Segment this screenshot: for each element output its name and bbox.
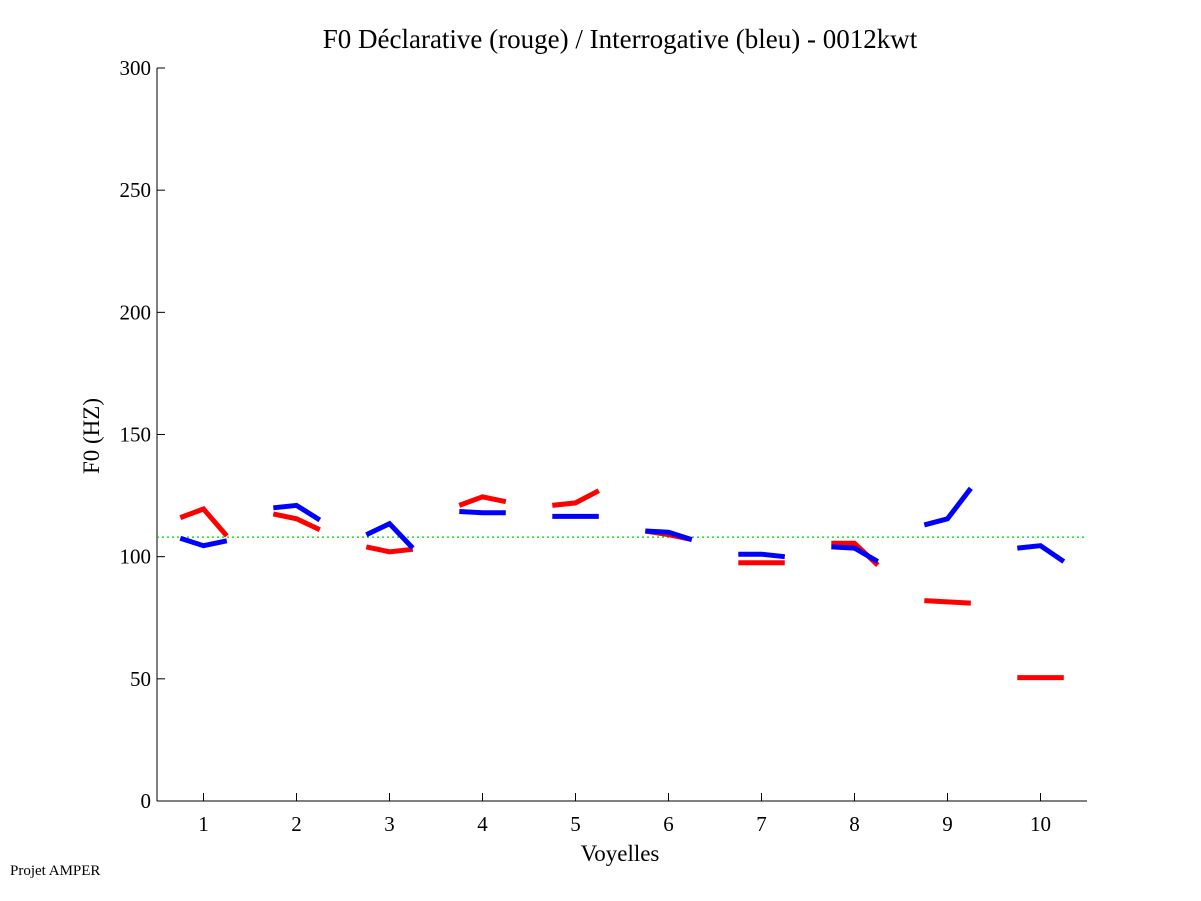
- y-tick-label: 150: [120, 423, 152, 447]
- interrogative-segment-vowel-1: [179, 535, 228, 549]
- plot-area: 0 50 100 150 200 250 300 1 2 3 4 5 6 7 8 9 10: [120, 56, 1087, 836]
- chart-title: F0 Déclarative (rouge) / Interrogative (…: [323, 24, 918, 54]
- x-tick-label: 1: [198, 812, 209, 836]
- interrogative-segment-vowel-9: [923, 486, 973, 528]
- y-axis-label: F0 (HZ): [79, 398, 104, 474]
- declarative-segment-vowel-3: [365, 544, 414, 555]
- y-tick-label: 250: [120, 178, 152, 202]
- x-tick-label: 3: [384, 812, 395, 836]
- declarative-segment-vowel-4: [458, 494, 507, 508]
- x-tick-label: 8: [849, 812, 860, 836]
- x-tick-label: 10: [1030, 812, 1051, 836]
- interrogative-segment-vowel-7: [738, 551, 786, 560]
- x-tick-label: 4: [477, 812, 488, 836]
- interrogative-segment-vowel-6: [645, 528, 693, 542]
- interrogative-segment-vowel-3: [365, 520, 415, 550]
- x-axis-label: Voyelles: [581, 841, 660, 866]
- y-tick-label: 50: [130, 667, 151, 691]
- x-tick-label: 7: [756, 812, 767, 836]
- y-tick-label: 200: [120, 300, 152, 324]
- y-tick-label: 100: [120, 545, 152, 569]
- declarative-segment-vowel-1: [179, 506, 229, 538]
- x-tick-label: 5: [570, 812, 581, 836]
- y-tick-label: 0: [141, 789, 152, 813]
- interrogative-segment-vowel-4: [459, 509, 506, 516]
- interrogative-segment-vowel-10: [1017, 543, 1066, 564]
- footer-note: Projet AMPER: [10, 863, 101, 879]
- x-tick-label: 9: [942, 812, 953, 836]
- x-tick-label: 6: [663, 812, 674, 836]
- y-tick-label: 300: [120, 56, 152, 80]
- declarative-segment-vowel-5: [552, 488, 600, 508]
- interrogative-segment-vowel-2: [273, 502, 322, 523]
- interrogative-segment-vowel-8: [831, 544, 880, 564]
- declarative-segment-vowel-9: [924, 598, 971, 606]
- declarative-segment-vowel-2: [272, 511, 321, 533]
- x-tick-label: 2: [291, 812, 302, 836]
